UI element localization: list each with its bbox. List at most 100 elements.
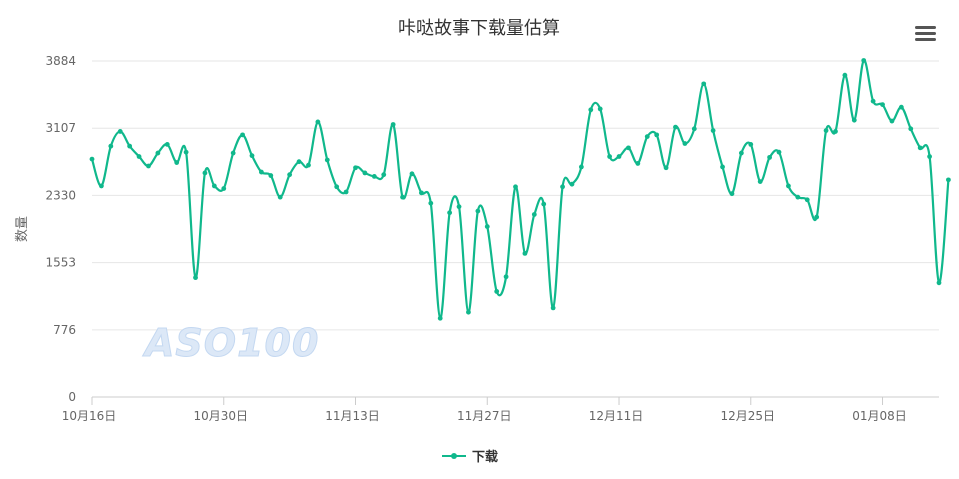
data-point[interactable] [748, 141, 754, 147]
data-point[interactable] [898, 104, 904, 110]
data-point[interactable] [306, 162, 311, 168]
data-point[interactable] [249, 153, 255, 159]
data-point[interactable] [522, 251, 528, 256]
data-point[interactable] [127, 143, 133, 149]
data-point[interactable] [597, 106, 603, 112]
data-point[interactable] [353, 165, 358, 171]
x-tick-label: 12月25日 [721, 409, 776, 423]
data-point[interactable] [644, 134, 650, 140]
data-point[interactable] [654, 132, 660, 138]
data-point[interactable] [390, 122, 396, 127]
data-point[interactable] [786, 183, 791, 189]
data-point[interactable] [729, 191, 735, 197]
menu-button[interactable] [910, 20, 940, 48]
data-point[interactable] [211, 183, 217, 189]
data-point[interactable] [409, 171, 415, 177]
data-point[interactable] [456, 204, 462, 210]
data-point[interactable] [164, 141, 170, 147]
data-point[interactable] [117, 129, 123, 134]
data-point[interactable] [757, 179, 763, 184]
data-point[interactable] [607, 154, 613, 159]
data-point[interactable] [287, 172, 293, 178]
data-point[interactable] [418, 190, 424, 196]
data-point[interactable] [889, 118, 895, 124]
data-point[interactable] [202, 170, 208, 176]
data-point[interactable] [550, 305, 556, 311]
data-point[interactable] [531, 212, 537, 217]
data-point[interactable] [494, 289, 500, 294]
data-point[interactable] [682, 141, 688, 146]
data-point[interactable] [230, 150, 236, 156]
data-point[interactable] [221, 186, 227, 191]
data-point[interactable] [635, 161, 641, 166]
grid-lines [92, 60, 939, 331]
hamburger-menu-icon [915, 26, 936, 41]
data-point[interactable] [136, 154, 142, 159]
data-point[interactable] [475, 208, 481, 214]
data-point[interactable] [447, 210, 453, 216]
data-point[interactable] [324, 157, 330, 163]
data-point[interactable] [146, 163, 151, 169]
data-point[interactable] [503, 274, 509, 280]
data-point[interactable] [588, 107, 594, 113]
data-point[interactable] [691, 126, 697, 132]
data-point[interactable] [823, 128, 829, 133]
data-point[interactable] [701, 81, 707, 87]
data-point[interactable] [880, 102, 885, 107]
data-point[interactable] [362, 170, 368, 176]
data-point[interactable] [513, 184, 518, 190]
data-point[interactable] [569, 181, 575, 187]
data-point[interactable] [108, 143, 114, 149]
data-point[interactable] [936, 280, 942, 286]
data-point[interactable] [371, 174, 377, 179]
data-point[interactable] [833, 129, 838, 134]
data-point[interactable] [437, 315, 443, 321]
data-point[interactable] [842, 72, 848, 78]
data-point[interactable] [296, 159, 302, 165]
data-point[interactable] [268, 173, 274, 178]
data-point[interactable] [946, 177, 951, 183]
x-tick-label: 11月27日 [457, 409, 512, 423]
data-point[interactable] [400, 194, 405, 200]
data-point[interactable] [616, 154, 622, 159]
data-point[interactable] [626, 145, 631, 151]
data-point[interactable] [804, 197, 810, 203]
data-point[interactable] [381, 172, 387, 178]
data-point[interactable] [428, 200, 434, 206]
data-point[interactable] [89, 156, 95, 162]
data-point[interactable] [334, 184, 340, 190]
data-point[interactable] [738, 150, 744, 156]
data-point[interactable] [917, 145, 923, 151]
data-point[interactable] [183, 149, 189, 155]
data-point[interactable] [578, 164, 584, 170]
data-point[interactable] [861, 58, 867, 63]
data-point[interactable] [663, 165, 669, 171]
data-point[interactable] [484, 224, 490, 229]
data-point[interactable] [99, 183, 104, 189]
data-point[interactable] [466, 309, 471, 315]
data-point[interactable] [908, 126, 914, 132]
data-point[interactable] [277, 194, 283, 200]
data-point[interactable] [776, 149, 782, 155]
data-point[interactable] [155, 150, 161, 156]
data-point[interactable] [343, 189, 349, 195]
data-point[interactable] [927, 154, 932, 159]
y-axis-ticks: 0 776 1553 2330 3107 3884 [45, 54, 76, 404]
data-point[interactable] [541, 201, 547, 207]
data-point[interactable] [795, 194, 801, 200]
data-point[interactable] [767, 154, 772, 160]
data-point[interactable] [240, 132, 245, 138]
data-point[interactable] [870, 98, 876, 104]
data-point[interactable] [710, 128, 716, 133]
data-point[interactable] [720, 164, 725, 170]
legend[interactable]: 下载 [442, 449, 498, 465]
data-point[interactable] [315, 119, 321, 125]
data-point[interactable] [673, 124, 678, 130]
data-point[interactable] [259, 169, 264, 175]
data-point[interactable] [193, 275, 198, 281]
data-point[interactable] [174, 160, 180, 165]
data-point[interactable] [851, 117, 857, 123]
data-point[interactable] [814, 214, 820, 220]
data-point[interactable] [560, 184, 565, 190]
